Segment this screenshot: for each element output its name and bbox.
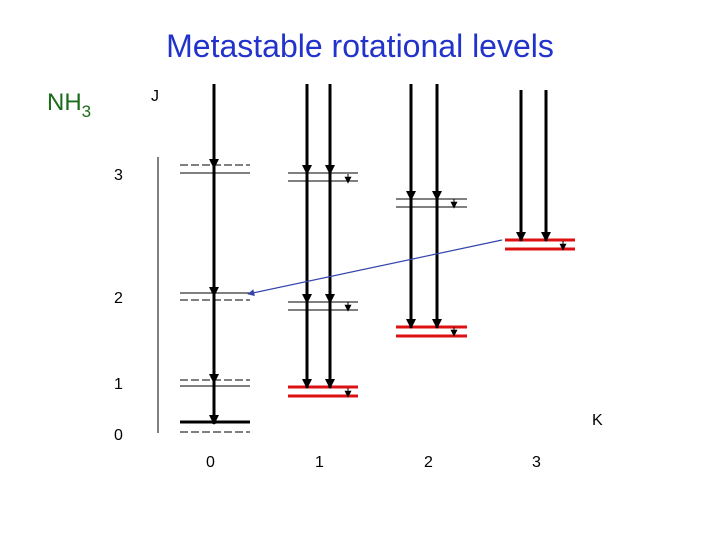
k0-levels [180,84,250,433]
k2-levels [396,84,467,338]
j-tick-2: 2 [114,290,123,307]
k-tick-2: 2 [424,454,433,471]
j-tick-1: 1 [114,376,123,393]
collisional-transfer-arrow [247,239,503,297]
k1-levels [288,84,358,398]
j-tick-0: 0 [114,427,123,444]
molecule-label: NH3 [47,89,91,121]
page-title: Metastable rotational levels [166,28,554,64]
k-tick-1: 1 [315,454,324,471]
j-axis-label: J [151,88,159,105]
k-tick-0: 0 [206,454,215,471]
k3-levels [505,90,575,251]
k-axis-label: K [592,412,603,429]
k-tick-3: 3 [532,454,541,471]
j-tick-3: 3 [114,167,123,184]
